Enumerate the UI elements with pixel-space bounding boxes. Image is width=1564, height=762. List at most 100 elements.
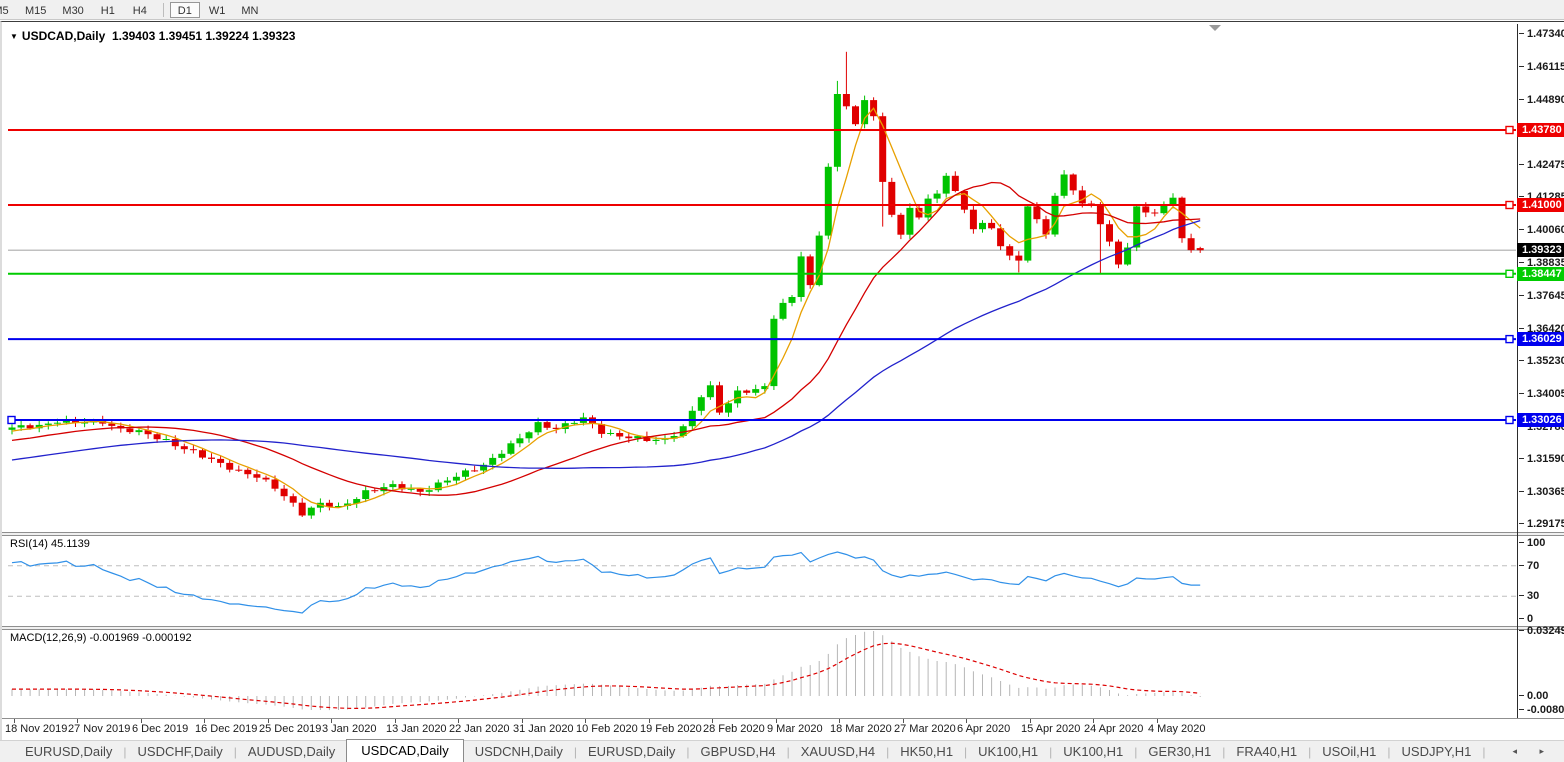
date-label-4: 25 Dec 2019 bbox=[259, 723, 322, 735]
period-button-M30[interactable]: M30 bbox=[62, 4, 84, 17]
price-line-label-1.38447: 1.38447 bbox=[1517, 266, 1564, 281]
tab-usdcnh-daily-4[interactable]: USDCNH,Daily bbox=[474, 744, 563, 759]
price-tick-1.34005: 1.34005 bbox=[1519, 388, 1564, 400]
date-tick bbox=[712, 719, 713, 723]
date-tick bbox=[458, 719, 459, 723]
tab-usdchf-daily-1[interactable]: USDCHF,Daily bbox=[137, 744, 223, 759]
tab-separator: | bbox=[1482, 745, 1486, 759]
date-tick bbox=[268, 719, 269, 723]
symbol-ohlc-label: ▼ USDCAD,Daily 1.39403 1.39451 1.39224 1.… bbox=[10, 29, 295, 43]
date-label-0: 18 Nov 2019 bbox=[5, 723, 68, 735]
price-tick-1.35230: 1.35230 bbox=[1519, 355, 1564, 367]
date-label-10: 19 Feb 2020 bbox=[640, 723, 702, 735]
date-tick bbox=[966, 719, 967, 723]
rsi-label: RSI(14) 45.1139 bbox=[10, 538, 90, 550]
tab-uk100-h1-9[interactable]: UK100,H1 bbox=[978, 744, 1039, 759]
tab-separator: | bbox=[1049, 745, 1053, 759]
horizontal-line-1.36029[interactable] bbox=[8, 334, 1516, 344]
horizontal-line-1.43780[interactable] bbox=[8, 125, 1516, 135]
date-label-6: 13 Jan 2020 bbox=[386, 723, 447, 735]
candles bbox=[8, 51, 1204, 519]
horizontal-line-1.38447[interactable] bbox=[8, 269, 1516, 278]
tab-hk50-h1-8[interactable]: HK50,H1 bbox=[900, 744, 954, 759]
date-axis[interactable]: 18 Nov 2019 27 Nov 2019 6 Dec 2019 16 Dec 2… bbox=[2, 718, 1564, 741]
tab-separator: | bbox=[886, 745, 890, 759]
tab-usdcad-daily-3[interactable]: USDCAD,Daily bbox=[346, 739, 464, 762]
tab-ger30-h1-11[interactable]: GER30,H1 bbox=[1148, 744, 1212, 759]
date-tick bbox=[204, 719, 205, 723]
date-tick bbox=[331, 719, 332, 723]
date-label-5: 3 Jan 2020 bbox=[322, 723, 377, 735]
tab-fra40-h1-12[interactable]: FRA40,H1 bbox=[1236, 744, 1298, 759]
price-line-label-1.43780: 1.43780 bbox=[1517, 123, 1564, 137]
period-button-M5[interactable]: M5 bbox=[0, 4, 9, 17]
price-tick-1.38835: 1.38835 bbox=[1519, 257, 1564, 269]
price-tick-1.36420: 1.36420 bbox=[1519, 323, 1564, 335]
price-line-label-1.41000: 1.41000 bbox=[1517, 198, 1564, 212]
tab-separator: | bbox=[233, 745, 237, 759]
tab-separator: | bbox=[1134, 745, 1138, 759]
period-button-W1[interactable]: W1 bbox=[208, 4, 226, 17]
horizontal-line-1.33026[interactable] bbox=[7, 415, 1516, 425]
macd-histogram bbox=[11, 631, 1201, 711]
rsi-tick-70: 70 bbox=[1519, 560, 1539, 572]
tab-eurusd-daily-5[interactable]: EURUSD,Daily bbox=[587, 744, 676, 759]
date-label-13: 18 Mar 2020 bbox=[830, 723, 892, 735]
period-button-D1[interactable]: D1 bbox=[169, 1, 200, 18]
tab-uk100-h1-10[interactable]: UK100,H1 bbox=[1063, 744, 1124, 759]
macd-signal-line bbox=[12, 642, 1201, 710]
macd-tick-0.032493: 0.032493 bbox=[1519, 625, 1564, 637]
pane-divider-macd[interactable] bbox=[2, 626, 1564, 630]
tab-xauusd-h4-7[interactable]: XAUUSD,H4 bbox=[800, 744, 876, 759]
tab-separator: | bbox=[786, 745, 790, 759]
date-tick bbox=[14, 719, 15, 723]
date-tick bbox=[585, 719, 586, 723]
chart-window[interactable]: ▼ USDCAD,Daily 1.39403 1.39451 1.39224 1.… bbox=[0, 21, 1564, 741]
date-label-12: 9 Mar 2020 bbox=[767, 723, 823, 735]
date-label-17: 24 Apr 2020 bbox=[1084, 723, 1144, 735]
chevron-down-icon: ▼ bbox=[10, 32, 18, 41]
price-tick-1.46115: 1.46115 bbox=[1519, 61, 1564, 73]
period-button-MN[interactable]: MN bbox=[241, 4, 259, 17]
pane-divider-rsi[interactable] bbox=[2, 532, 1564, 536]
price-tick-1.31590: 1.31590 bbox=[1519, 453, 1564, 465]
price-tick-1.40060: 1.40060 bbox=[1519, 224, 1564, 236]
date-label-1: 27 Nov 2019 bbox=[68, 723, 131, 735]
tab-eurusd-daily-0[interactable]: EURUSD,Daily bbox=[25, 744, 113, 759]
tab-scroll-arrows[interactable]: ◂ ▸ bbox=[1512, 746, 1554, 756]
chart-shift-marker-icon[interactable] bbox=[1209, 25, 1221, 31]
price-tick-1.44890: 1.44890 bbox=[1519, 94, 1564, 106]
price-tick-1.29175: 1.29175 bbox=[1519, 518, 1564, 530]
price-tick-1.47340: 1.47340 bbox=[1519, 28, 1564, 40]
date-tick bbox=[903, 719, 904, 723]
period-button-H1[interactable]: H1 bbox=[100, 4, 115, 17]
date-tick bbox=[839, 719, 840, 723]
date-tick bbox=[522, 719, 523, 723]
tab-gbpusd-h4-6[interactable]: GBPUSD,H4 bbox=[700, 744, 776, 759]
price-chart-canvas[interactable] bbox=[2, 22, 1564, 718]
date-label-15: 6 Apr 2020 bbox=[957, 723, 1011, 735]
date-label-18: 4 May 2020 bbox=[1148, 723, 1206, 735]
tab-usoil-h1-13[interactable]: USOil,H1 bbox=[1322, 744, 1377, 759]
rsi-tick-0: 0 bbox=[1519, 613, 1533, 625]
date-label-7: 22 Jan 2020 bbox=[449, 723, 510, 735]
period-toolbar: M5 M15 M30 H1 H4 D1 W1 MN bbox=[0, 0, 1564, 20]
ohlc-values: 1.39403 1.39451 1.39224 1.39323 bbox=[111, 29, 296, 43]
date-label-9: 10 Feb 2020 bbox=[576, 723, 638, 735]
date-tick bbox=[776, 719, 777, 723]
price-tick-1.37645: 1.37645 bbox=[1519, 290, 1564, 302]
tab-audusd-daily-2[interactable]: AUDUSD,Daily bbox=[247, 744, 336, 759]
period-button-M15[interactable]: M15 bbox=[25, 4, 47, 17]
tab-separator: | bbox=[1308, 745, 1312, 759]
horizontal-line-1.41000[interactable] bbox=[8, 200, 1516, 210]
symbol-name: USDCAD,Daily bbox=[21, 29, 106, 43]
price-line-label-1.36029: 1.36029 bbox=[1517, 332, 1564, 347]
tab-separator: | bbox=[1222, 745, 1226, 759]
date-tick bbox=[649, 719, 650, 723]
period-button-H4[interactable]: H4 bbox=[132, 4, 147, 17]
date-tick bbox=[1157, 719, 1158, 723]
tab-usdjpy-h1-14[interactable]: USDJPY,H1 bbox=[1401, 744, 1472, 759]
macd-tick--0.008086: -0.008086 bbox=[1519, 704, 1564, 716]
date-label-11: 28 Feb 2020 bbox=[703, 723, 765, 735]
rsi-tick-100: 100 bbox=[1519, 537, 1545, 549]
